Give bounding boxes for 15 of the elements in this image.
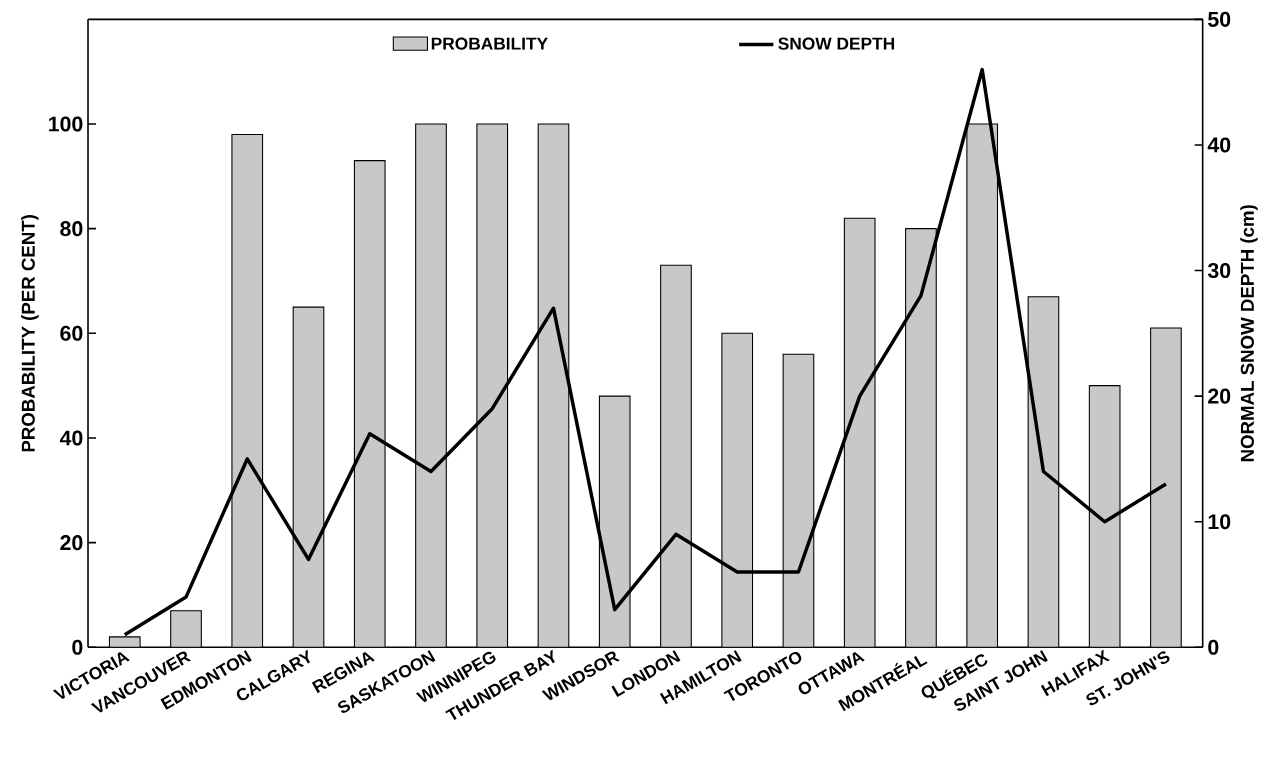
- y-tick-label: 100: [49, 116, 83, 132]
- y-tick-label: 60: [60, 325, 83, 341]
- y-tick-label: 80: [60, 221, 83, 237]
- y2-tick-label: 50: [1208, 11, 1231, 27]
- y2-axis-title: NORMAL SNOW DEPTH (cm): [1240, 205, 1258, 462]
- y2-tick-label: 10: [1208, 514, 1231, 530]
- legend-label: SNOW DEPTH: [778, 37, 895, 50]
- y2-tick-label: 30: [1207, 262, 1231, 279]
- legend-label: PROBABILITY: [431, 37, 548, 50]
- y-tick-label: 20: [60, 535, 83, 551]
- y2-tick-label: 20: [1208, 388, 1231, 404]
- y2-tick-label: 0: [1208, 639, 1219, 655]
- y2-tick-label: 40: [1207, 137, 1231, 153]
- y-axis-title: PROBABILITY (PER CENT): [21, 215, 39, 452]
- y-tick-label: 40: [59, 430, 83, 446]
